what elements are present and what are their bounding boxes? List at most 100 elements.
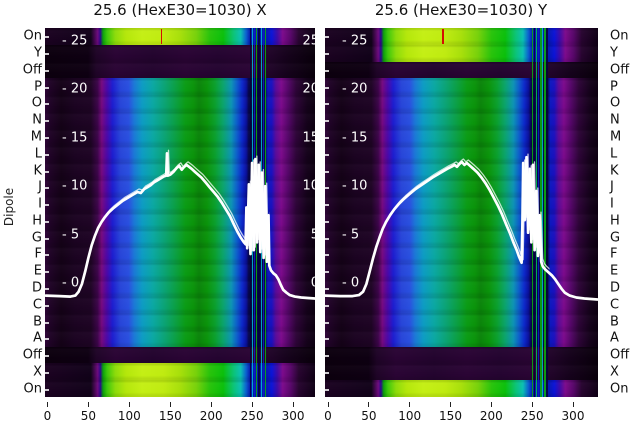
dipole-row-label-left: J [38, 179, 42, 195]
x-tick-label: 150 [158, 409, 182, 423]
row-tick [325, 53, 329, 56]
dipole-row-label-left: Off [22, 62, 42, 78]
beam-on-band-bottom [45, 363, 315, 397]
x-tick-label: 0 [324, 409, 332, 423]
dipole-row-label-left: N [32, 112, 42, 128]
glitch-stripe [544, 28, 546, 397]
x-tick-label: 250 [240, 409, 264, 423]
overlay-ytick-label: - 25 [342, 33, 368, 49]
dipole-row-label-right: P [610, 79, 618, 95]
x-tick-label: 250 [520, 409, 544, 423]
row-tick [325, 355, 329, 358]
dipole-row-label-left: A [33, 330, 42, 346]
x-tick-label: 100 [398, 409, 422, 423]
x-tick [327, 402, 329, 407]
x-tick [210, 402, 212, 407]
overlay-ytick-label: - 0 [342, 275, 360, 291]
beam-on-band-bottom [325, 380, 598, 397]
x-tick [368, 402, 370, 407]
beam-on-band-top [45, 28, 315, 45]
curve-path [45, 151, 315, 300]
clipped-ytick-label: 15 [302, 130, 319, 146]
overlay-ytick-label: - 10 [62, 178, 88, 194]
x-tick [47, 402, 48, 407]
dipole-row-label-left: I [38, 196, 42, 212]
row-tick [325, 137, 329, 140]
heatmap-panel-x: - 25 - 20 - 15 - 10 - 5 - 0 [45, 28, 315, 397]
glitch-stripe [542, 28, 544, 397]
x-tick [450, 402, 451, 407]
row-tick [45, 170, 49, 173]
x-tick [490, 402, 492, 407]
clipped-ytick-label: 20 [302, 81, 319, 97]
dipole-row-label-left: Off [22, 347, 42, 363]
row-tick [45, 103, 49, 106]
x-tick-label: 50 [80, 409, 97, 423]
off-band-bottom [45, 346, 315, 364]
x-tick [409, 402, 411, 407]
row-tick [325, 321, 329, 324]
x-tick [169, 402, 171, 407]
x-tick-label: 200 [199, 409, 223, 423]
off-band-top [45, 44, 315, 79]
row-shading [45, 28, 315, 397]
dipole-row-label-right: N [610, 112, 620, 128]
x-tick [531, 402, 533, 407]
row-tick [325, 237, 329, 240]
x-tick-label: 200 [479, 409, 503, 423]
dipole-row-label-right: E [610, 263, 619, 279]
dipole-row-label-left: M [30, 129, 42, 145]
row-tick [325, 254, 329, 257]
dipole-row-label-left: On [23, 28, 42, 44]
dipole-row-label-left: P [34, 79, 42, 95]
row-tick [45, 321, 49, 324]
dipole-row-label-right: X [610, 364, 619, 380]
row-tick [45, 120, 49, 123]
row-tick [45, 271, 49, 274]
x-tick-label: 300 [281, 409, 305, 423]
row-tick [45, 69, 49, 72]
heatmap-body [325, 28, 598, 397]
off-band-bottom [325, 346, 598, 381]
x-tick-label: 50 [361, 409, 377, 423]
row-tick [325, 371, 329, 374]
row-tick [325, 204, 329, 207]
dipole-row-label-right: I [610, 196, 614, 212]
overlay-ytick-label: - 15 [342, 130, 368, 146]
overlay-ytick-label: - 5 [62, 227, 80, 243]
dipole-row-label-left: G [31, 230, 42, 246]
dipole-row-label-right: K [610, 163, 619, 179]
x-tick-label: 100 [117, 409, 141, 423]
row-tick [45, 220, 49, 223]
overlay-line-curve [45, 149, 315, 300]
dipole-row-label-right: L [610, 146, 618, 162]
clipped-ytick-label: 0 [310, 275, 319, 291]
x-tick-label: 0 [43, 409, 52, 423]
dipole-row-label-left: K [33, 163, 42, 179]
row-tick [325, 220, 329, 223]
x-tick [251, 402, 253, 407]
dipole-row-label-right: G [610, 230, 621, 246]
row-tick [45, 338, 49, 341]
clipped-ytick-label: 25 [302, 33, 319, 49]
overlay-ytick-label: - 20 [62, 81, 88, 97]
row-tick [45, 204, 49, 207]
row-tick [45, 355, 49, 358]
dipole-row-label-left: X [33, 364, 42, 380]
dipole-row-label-left: D [31, 280, 42, 296]
dipole-row-label-left: H [32, 213, 42, 229]
dipole-row-label-right: F [610, 246, 618, 262]
glitch-stripe [546, 28, 548, 397]
dipole-row-label-right: J [610, 179, 614, 195]
dipole-row-label-left: O [31, 95, 42, 111]
dipole-row-label-right: Y [610, 45, 618, 61]
row-tick [45, 86, 49, 89]
row-tick [325, 271, 329, 274]
x-tick [572, 402, 574, 407]
row-tick [325, 103, 329, 106]
panel-x-title: 25.6 (HexE30=1030) X [93, 1, 267, 19]
heatmap-body [45, 28, 315, 397]
row-tick [325, 36, 329, 39]
row-tick [325, 338, 329, 341]
dipole-row-label-right: On [610, 28, 629, 44]
